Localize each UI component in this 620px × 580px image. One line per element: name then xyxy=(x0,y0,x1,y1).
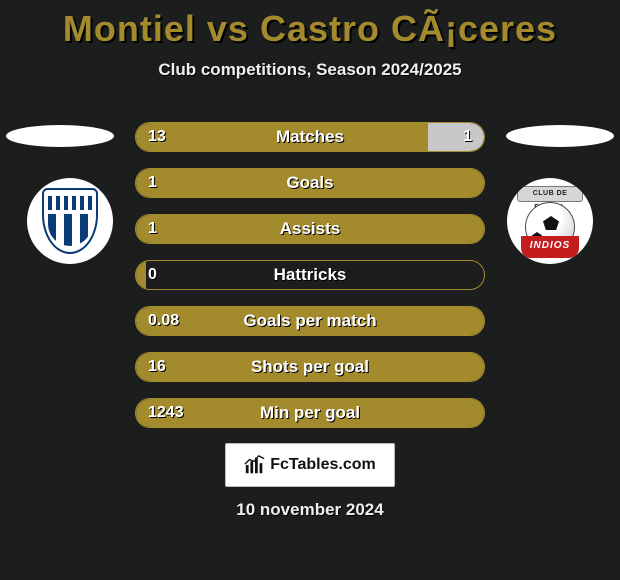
bar-chart-icon xyxy=(244,454,266,476)
footer-date: 10 november 2024 xyxy=(0,500,620,520)
bar-label: Shots per goal xyxy=(136,353,484,381)
brand-badge: FcTables.com xyxy=(225,443,395,487)
stat-bar: 0Hattricks xyxy=(135,260,485,290)
bar-label: Goals per match xyxy=(136,307,484,335)
page-title: Montiel vs Castro CÃ¡ceres xyxy=(0,0,620,50)
bar-label: Min per goal xyxy=(136,399,484,427)
stat-bars: 131Matches 1Goals 1Assists 0Hattricks 0.08Go… xyxy=(135,122,485,444)
stat-bar: 1Goals xyxy=(135,168,485,198)
bar-label: Assists xyxy=(136,215,484,243)
player-shadow-right xyxy=(506,125,614,147)
indios-panel: INDIOS xyxy=(521,236,579,258)
indios-ribbon: CLUB DE FUTBOL xyxy=(517,186,583,202)
stat-bar: 0.08Goals per match xyxy=(135,306,485,336)
stat-bar: 1243Min per goal xyxy=(135,398,485,428)
player-shadow-left xyxy=(6,125,114,147)
brand-text: FcTables.com xyxy=(270,456,376,474)
pachuca-shield-icon xyxy=(42,188,98,254)
page-subtitle: Club competitions, Season 2024/2025 xyxy=(0,60,620,80)
bar-label: Matches xyxy=(136,123,484,151)
stat-bar: 131Matches xyxy=(135,122,485,152)
indios-badge-icon: CLUB DE FUTBOL INDIOS xyxy=(513,184,587,258)
comparison-card: Montiel vs Castro CÃ¡ceres Club competit… xyxy=(0,0,620,580)
bar-label: Hattricks xyxy=(136,261,484,289)
bar-label: Goals xyxy=(136,169,484,197)
club-logo-left xyxy=(27,178,113,264)
stat-bar: 1Assists xyxy=(135,214,485,244)
stat-bar: 16Shots per goal xyxy=(135,352,485,382)
club-logo-right: CLUB DE FUTBOL INDIOS xyxy=(507,178,593,264)
